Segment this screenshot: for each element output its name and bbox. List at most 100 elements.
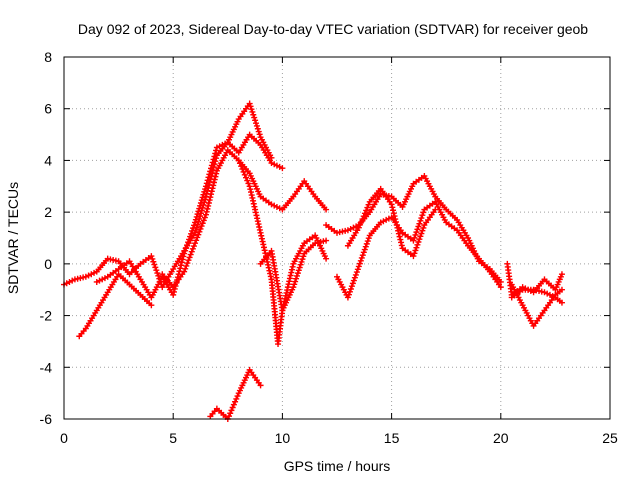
data-point-marker [190,225,197,232]
data-point-marker [96,277,103,284]
data-point-marker [196,228,203,235]
data-point-marker [497,284,504,291]
data-point-marker [346,288,353,295]
data-point-marker [361,210,368,217]
data-series [61,100,565,422]
data-point-marker [240,168,247,175]
data-point-marker [279,165,286,172]
data-point-marker [390,207,397,214]
data-point-marker [195,208,202,215]
data-point-marker [362,243,369,250]
series-trace-c [93,100,275,301]
data-point-marker [396,233,403,240]
data-point-marker [66,278,73,285]
data-point-marker [360,249,367,256]
series-trace-h [323,172,504,285]
x-tick-label: 0 [60,430,68,446]
data-point-marker [205,200,212,207]
data-point-marker [350,224,357,231]
y-tick-label: -4 [40,359,53,375]
data-point-marker [419,227,426,234]
data-point-marker [392,216,399,223]
data-point-marker [250,111,257,118]
data-point-marker [203,180,210,187]
data-point-marker [276,205,283,212]
data-point-marker [558,286,565,293]
data-point-marker [352,271,359,278]
data-point-marker [207,168,214,175]
data-point-marker [252,117,259,124]
data-point-marker [82,273,89,280]
data-point-marker [153,267,160,274]
data-point-marker [245,180,252,187]
x-tick-label: 10 [275,430,291,446]
data-point-marker [192,216,199,223]
data-point-marker [179,256,186,263]
data-point-marker [351,274,358,281]
data-point-marker [229,404,236,411]
x-tick-label: 25 [602,430,618,446]
data-point-marker [212,173,219,180]
data-point-marker [233,395,240,402]
y-tick-label: 4 [44,152,52,168]
data-point-marker [85,272,92,279]
data-point-marker [393,221,400,228]
data-point-marker [412,231,419,238]
data-point-marker [184,260,191,267]
data-point-marker [178,259,185,266]
data-point-marker [411,250,418,257]
data-point-marker [294,270,301,277]
data-point-marker [205,202,212,209]
data-point-marker [364,238,371,245]
data-point-marker [363,207,370,214]
series-trace-g [207,366,264,422]
data-point-marker [398,242,405,249]
data-point-marker [170,288,177,295]
data-point-marker [178,262,184,269]
data-point-marker [420,209,427,216]
data-point-marker [230,401,237,408]
data-point-marker [414,241,421,248]
data-point-marker [91,269,98,276]
y-axis-label: SDTVAR / TECUs [5,182,21,294]
data-point-marker [355,263,362,270]
data-point-marker [195,231,202,238]
data-point-marker [383,216,390,223]
data-point-marker [254,125,261,132]
data-point-marker [151,261,158,268]
data-point-marker [323,237,330,244]
data-point-marker [549,293,556,300]
data-point-marker [544,290,551,297]
data-point-marker [389,204,396,211]
data-point-marker [410,253,417,260]
data-point-marker [247,103,254,110]
data-point-marker [344,294,351,301]
data-point-marker [235,157,242,164]
data-point-marker [208,188,215,195]
data-point-marker [271,202,278,209]
data-point-marker [213,144,220,151]
data-point-marker [180,253,187,260]
data-point-marker [202,211,209,218]
data-point-marker [541,289,548,296]
data-point-marker [213,170,220,177]
data-point-marker [377,219,384,226]
data-point-marker [257,382,264,389]
data-point-marker [361,246,368,253]
data-point-marker [199,194,206,201]
data-point-marker [418,230,425,237]
data-point-marker [546,291,553,298]
data-point-marker [197,202,204,209]
x-axis-label: GPS time / hours [284,458,391,474]
data-point-marker [189,245,196,252]
series-trace-b [76,271,155,340]
data-point-marker [293,275,300,282]
data-point-marker [69,277,76,284]
x-tick-label: 15 [384,430,400,446]
data-point-marker [192,240,199,247]
data-point-marker [357,221,364,228]
data-point-marker [323,206,330,213]
data-point-marker [154,270,161,277]
data-point-marker [253,122,260,129]
